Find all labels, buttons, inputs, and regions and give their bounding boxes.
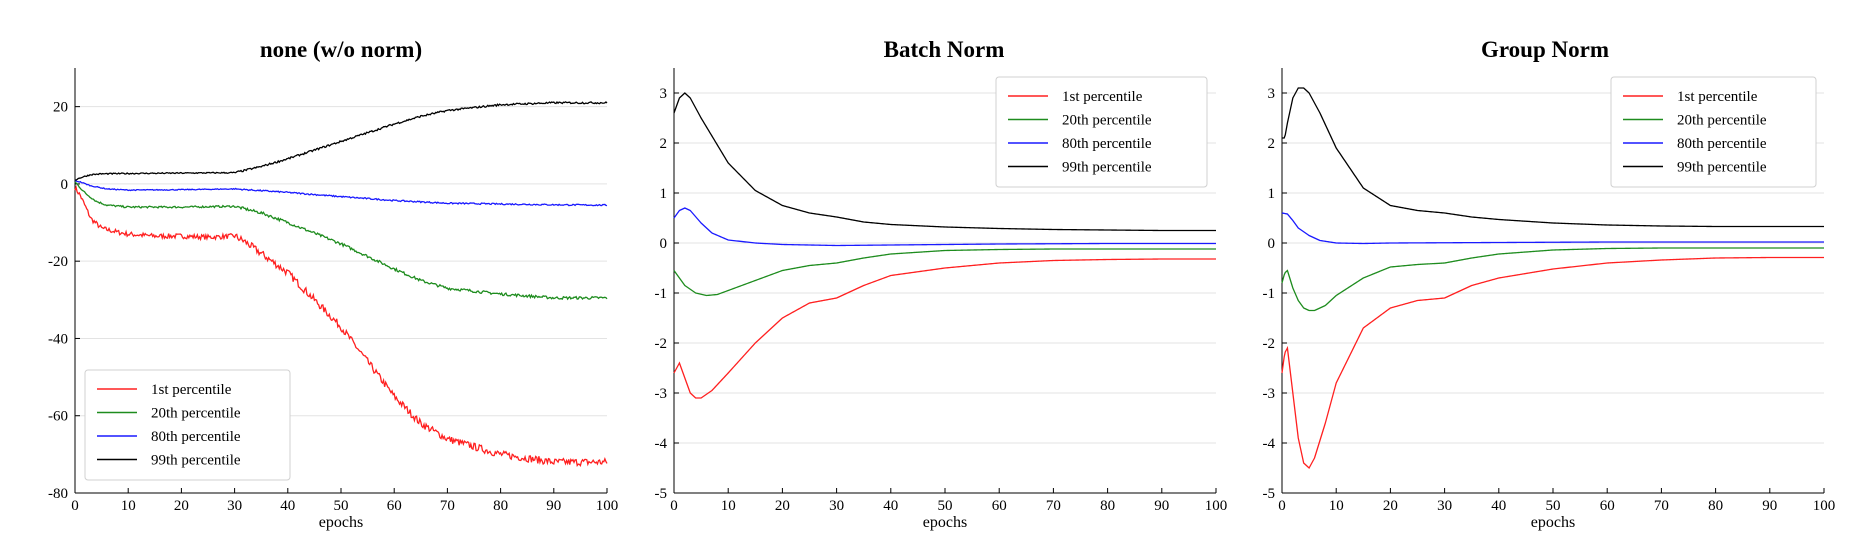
- series-line-4: [74, 101, 608, 181]
- x-tick-label: 100: [1813, 498, 1836, 514]
- legend-label: 99th percentile: [1677, 160, 1767, 176]
- y-tick-label: -2: [1263, 336, 1276, 352]
- x-axis-label: epochs: [923, 514, 967, 531]
- series-line-4: [1282, 87, 1824, 228]
- series-line-1: [1281, 256, 1824, 470]
- y-tick-label: 2: [660, 136, 668, 152]
- x-tick-label: 40: [280, 498, 295, 514]
- x-tick-label: 90: [546, 498, 561, 514]
- chart-title: Batch Norm: [884, 37, 1005, 62]
- x-tick-label: 10: [721, 498, 736, 514]
- x-tick-label: 40: [883, 498, 898, 514]
- x-tick-label: 80: [1708, 498, 1723, 514]
- x-tick-label: 0: [670, 498, 678, 514]
- y-tick-label: -1: [1263, 286, 1276, 302]
- x-tick-label: 70: [1046, 498, 1061, 514]
- x-tick-label: 50: [334, 498, 349, 514]
- legend-label: 99th percentile: [1062, 160, 1152, 176]
- legend-label: 1st percentile: [1062, 89, 1143, 105]
- legend-label: 80th percentile: [1062, 136, 1152, 152]
- y-tick-label: 0: [61, 177, 69, 193]
- legend-label: 20th percentile: [151, 406, 241, 422]
- legend-label: 1st percentile: [151, 382, 232, 398]
- x-tick-label: 80: [493, 498, 508, 514]
- legend-label: 20th percentile: [1677, 113, 1767, 129]
- y-tick-label: 1: [660, 186, 668, 202]
- x-tick-label: 30: [1437, 498, 1452, 514]
- y-tick-label: -80: [48, 486, 68, 502]
- x-tick-label: 50: [1546, 498, 1561, 514]
- series-line-3: [74, 179, 608, 207]
- series-line-3: [1281, 212, 1824, 245]
- legend: 1st percentile 20th percentile 80th percen…: [1610, 76, 1817, 188]
- y-tick-label: 3: [660, 86, 668, 102]
- x-tick-label: 100: [1205, 498, 1228, 514]
- x-tick-label: 30: [227, 498, 242, 514]
- series-line-3: [673, 207, 1216, 247]
- y-tick-label: -4: [1263, 436, 1276, 452]
- y-tick-label: -3: [655, 386, 668, 402]
- x-tick-label: 0: [71, 498, 79, 514]
- y-tick-label: -5: [655, 486, 668, 502]
- x-tick-label: 20: [775, 498, 790, 514]
- x-tick-label: 70: [440, 498, 455, 514]
- x-tick-label: 10: [1329, 498, 1344, 514]
- x-tick-label: 70: [1654, 498, 1669, 514]
- y-tick-label: 0: [1268, 236, 1276, 252]
- chart-title: Group Norm: [1481, 37, 1609, 62]
- y-tick-label: 0: [660, 236, 668, 252]
- x-tick-label: 90: [1762, 498, 1777, 514]
- legend-box: [84, 369, 291, 481]
- series-line-2: [673, 248, 1216, 297]
- y-tick-label: -5: [1263, 486, 1276, 502]
- legend: 1st percentile 20th percentile 80th percen…: [995, 76, 1208, 188]
- x-tick-label: 40: [1491, 498, 1506, 514]
- series-line-4: [673, 92, 1216, 232]
- y-tick-label: 3: [1268, 86, 1276, 102]
- x-tick-label: 0: [1278, 498, 1286, 514]
- y-tick-label: 20: [53, 100, 68, 116]
- y-tick-label: -3: [1263, 386, 1276, 402]
- legend-label: 20th percentile: [1062, 113, 1152, 129]
- legend: 1st percentile 20th percentile 80th percen…: [84, 369, 291, 481]
- x-axis-label: epochs: [319, 514, 363, 531]
- y-tick-label: -60: [48, 409, 68, 425]
- x-tick-label: 60: [1600, 498, 1615, 514]
- x-tick-label: 30: [829, 498, 844, 514]
- y-tick-label: 1: [1268, 186, 1276, 202]
- x-tick-label: 60: [992, 498, 1007, 514]
- y-tick-label: -40: [48, 331, 68, 347]
- y-tick-label: -2: [655, 336, 668, 352]
- x-tick-label: 90: [1154, 498, 1169, 514]
- y-tick-label: 2: [1268, 136, 1276, 152]
- x-tick-label: 20: [1383, 498, 1398, 514]
- series-line-1: [673, 258, 1216, 399]
- x-tick-label: 80: [1100, 498, 1115, 514]
- x-tick-label: 50: [938, 498, 953, 514]
- chart-panel-1: -80 -60 -40 -20 0 20 0 10 20 30 40 50 60 70 80 90 100 non…: [48, 37, 618, 531]
- y-tick-label: -20: [48, 254, 68, 270]
- legend-label: 1st percentile: [1677, 89, 1758, 105]
- legend-box: [1610, 76, 1817, 188]
- y-tick-label: -4: [655, 436, 668, 452]
- chart-title: none (w/o norm): [260, 37, 422, 62]
- series-line-1: [74, 184, 608, 468]
- legend-box: [995, 76, 1208, 188]
- x-tick-label: 60: [387, 498, 402, 514]
- x-tick-label: 100: [596, 498, 619, 514]
- x-axis-label: epochs: [1531, 514, 1575, 531]
- x-tick-label: 10: [121, 498, 136, 514]
- legend-label: 99th percentile: [151, 453, 241, 469]
- y-tick-label: -1: [655, 286, 668, 302]
- legend-label: 80th percentile: [151, 429, 241, 445]
- legend-label: 80th percentile: [1677, 136, 1767, 152]
- series-line-2: [74, 181, 608, 301]
- series-line-2: [1281, 247, 1824, 312]
- x-tick-label: 20: [174, 498, 189, 514]
